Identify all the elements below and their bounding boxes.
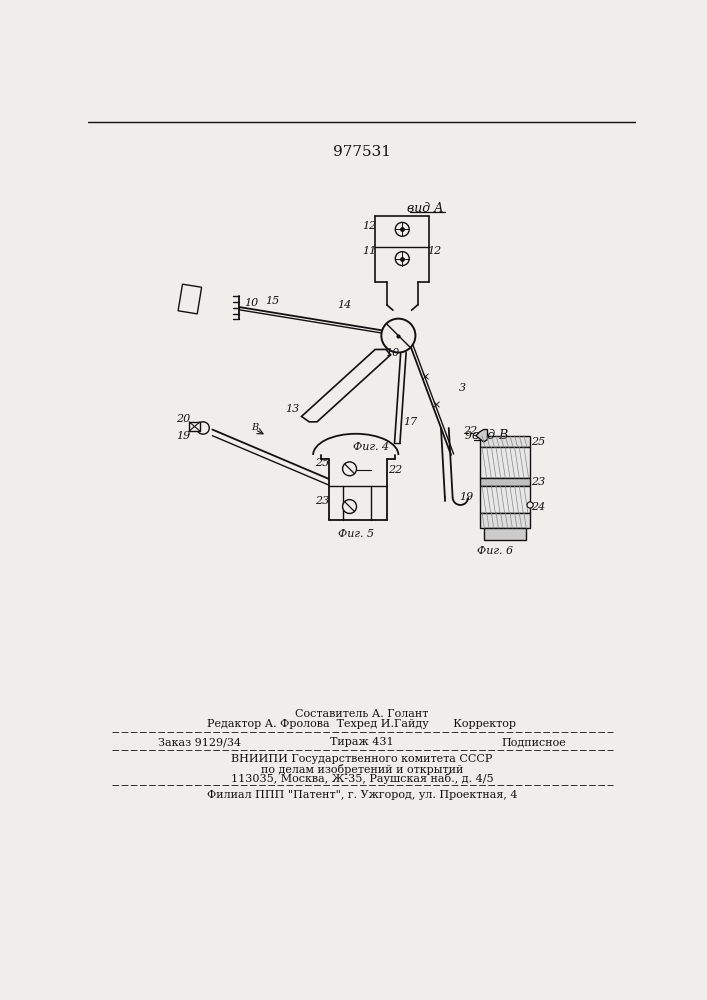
Text: 113035, Москва, Ж-35, Раушская наб., д. 4/5: 113035, Москва, Ж-35, Раушская наб., д. … xyxy=(230,773,493,784)
Text: ВНИИПИ Государственного комитета СССР: ВНИИПИ Государственного комитета СССР xyxy=(231,754,493,764)
Text: 17: 17 xyxy=(403,417,417,427)
Polygon shape xyxy=(476,430,488,442)
Text: Филиал ППП "Патент", г. Ужгород, ул. Проектная, 4: Филиал ППП "Патент", г. Ужгород, ул. Про… xyxy=(206,790,518,800)
Bar xyxy=(484,528,526,540)
Text: по делам изобретений и открытий: по делам изобретений и открытий xyxy=(261,764,463,775)
Text: 22: 22 xyxy=(462,426,477,436)
Polygon shape xyxy=(178,284,201,314)
Text: ×: × xyxy=(431,400,440,410)
Polygon shape xyxy=(301,349,391,422)
Text: 23: 23 xyxy=(531,477,545,487)
Text: вид В: вид В xyxy=(472,429,508,442)
Text: 15: 15 xyxy=(265,296,279,306)
Bar xyxy=(480,478,530,486)
Text: 25: 25 xyxy=(315,458,329,468)
Text: 10: 10 xyxy=(244,298,258,308)
Text: Фиг. 4: Фиг. 4 xyxy=(354,442,390,452)
Text: В: В xyxy=(252,424,259,432)
Text: 10: 10 xyxy=(385,348,399,358)
Text: 25: 25 xyxy=(531,437,545,447)
Bar xyxy=(480,447,530,478)
Circle shape xyxy=(343,500,356,513)
Text: 19: 19 xyxy=(176,431,190,441)
Polygon shape xyxy=(189,422,200,431)
Bar xyxy=(480,513,530,528)
Circle shape xyxy=(197,422,209,434)
Bar xyxy=(480,486,530,513)
Text: Подписное: Подписное xyxy=(502,737,566,747)
Text: 22: 22 xyxy=(388,465,402,475)
Text: 977531: 977531 xyxy=(333,145,391,159)
Text: 14: 14 xyxy=(337,300,351,310)
Circle shape xyxy=(527,502,533,508)
Text: 23: 23 xyxy=(315,496,329,506)
Circle shape xyxy=(343,462,356,476)
Text: 13: 13 xyxy=(285,404,299,414)
Text: 12: 12 xyxy=(363,221,377,231)
Circle shape xyxy=(381,319,416,353)
Text: 20: 20 xyxy=(176,414,190,424)
Text: 11: 11 xyxy=(363,246,377,256)
Text: 19: 19 xyxy=(460,492,474,502)
Text: 24: 24 xyxy=(531,502,545,512)
Text: ×: × xyxy=(421,373,430,383)
Text: Фиг. 5: Фиг. 5 xyxy=(338,529,374,539)
Text: вид А: вид А xyxy=(407,202,444,215)
Text: 9: 9 xyxy=(464,431,472,441)
Text: 12: 12 xyxy=(428,246,442,256)
Text: Фиг. 6: Фиг. 6 xyxy=(477,546,513,556)
Text: Составитель А. Голант: Составитель А. Голант xyxy=(296,709,428,719)
Text: Тираж 431: Тираж 431 xyxy=(330,737,394,747)
Text: 3: 3 xyxy=(458,383,465,393)
Text: Заказ 9129/34: Заказ 9129/34 xyxy=(158,737,241,747)
Bar xyxy=(480,436,530,447)
Text: Редактор А. Фролова  Техред И.Гайду       Корректор: Редактор А. Фролова Техред И.Гайду Корре… xyxy=(207,719,516,729)
